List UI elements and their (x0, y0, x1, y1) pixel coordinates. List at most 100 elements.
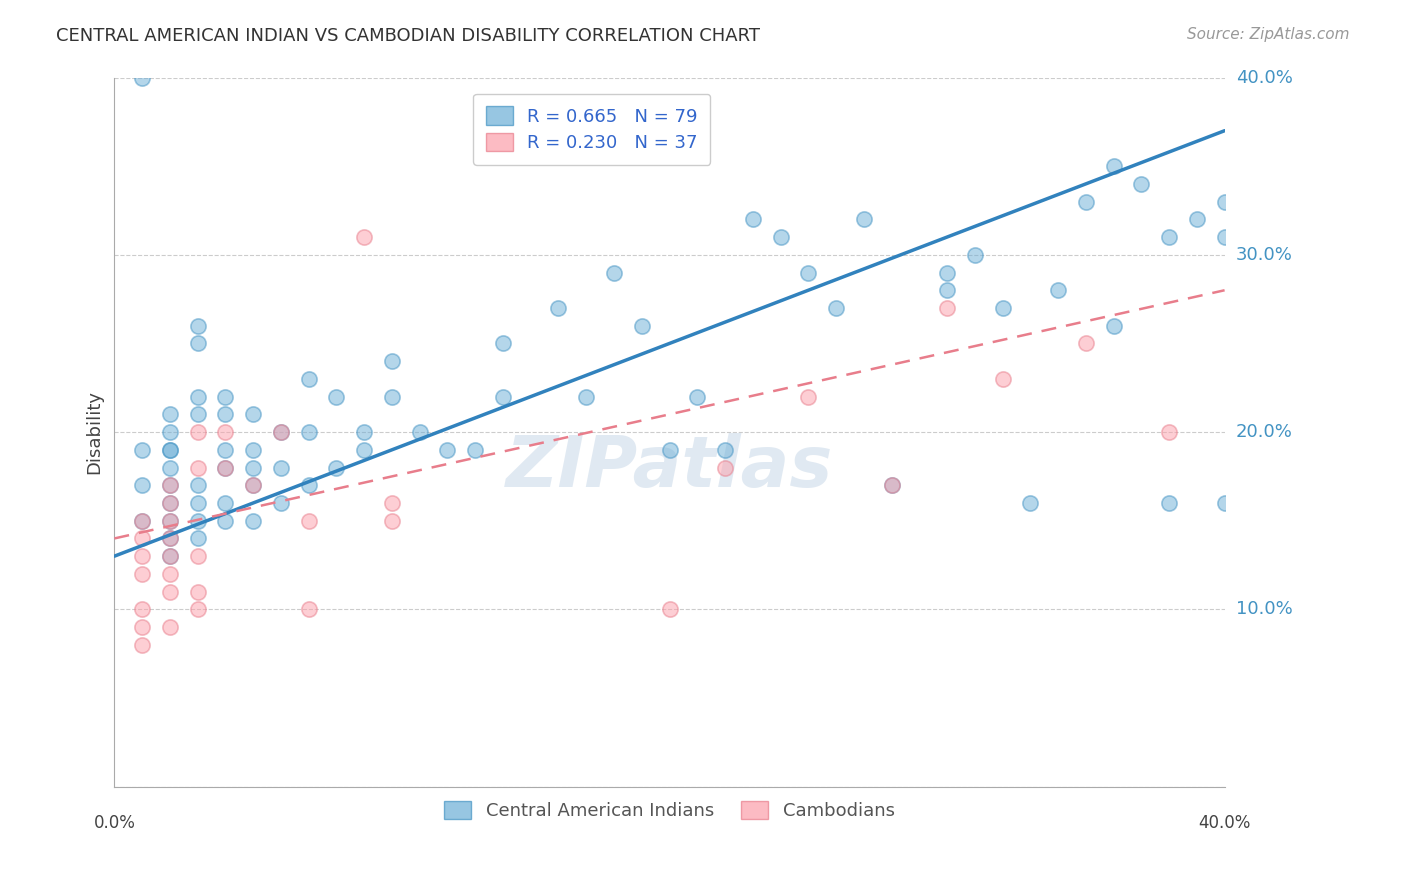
Point (270, 460, 292, 475)
Point (131, 566, 153, 581)
Point (492, 336, 515, 351)
Text: 30.0%: 30.0% (1236, 246, 1292, 264)
Point (214, 496, 236, 510)
Point (131, 70, 153, 85)
Point (214, 408, 236, 422)
Point (797, 390, 820, 404)
Point (658, 442, 681, 457)
Point (714, 460, 737, 475)
Point (131, 602, 153, 616)
Point (159, 442, 181, 457)
Point (381, 354, 404, 368)
Point (769, 230, 792, 244)
Point (131, 442, 153, 457)
Text: 0.0%: 0.0% (93, 814, 135, 832)
Text: 40.0%: 40.0% (1236, 69, 1292, 87)
Point (242, 478, 264, 492)
Point (242, 478, 264, 492)
Point (214, 390, 236, 404)
Point (298, 478, 321, 492)
Point (741, 212, 763, 227)
Point (270, 425, 292, 439)
Point (298, 514, 321, 528)
Point (131, 549, 153, 564)
Point (159, 532, 181, 546)
Point (159, 584, 181, 599)
Point (298, 425, 321, 439)
Point (187, 460, 209, 475)
Point (1157, 230, 1180, 244)
Point (880, 478, 903, 492)
Point (131, 478, 153, 492)
Point (242, 442, 264, 457)
Text: Source: ZipAtlas.com: Source: ZipAtlas.com (1187, 27, 1350, 42)
Point (187, 390, 209, 404)
Point (298, 602, 321, 616)
Point (353, 425, 375, 439)
Point (159, 478, 181, 492)
Point (298, 372, 321, 386)
Point (131, 638, 153, 652)
Point (187, 408, 209, 422)
Point (1213, 230, 1236, 244)
Point (242, 408, 264, 422)
Point (991, 301, 1014, 315)
Point (464, 442, 486, 457)
Point (187, 425, 209, 439)
Point (1102, 159, 1125, 173)
Point (159, 425, 181, 439)
Point (270, 425, 292, 439)
Y-axis label: Disability: Disability (86, 390, 103, 474)
Point (214, 425, 236, 439)
Point (603, 266, 626, 280)
Point (1213, 194, 1236, 209)
Point (492, 390, 515, 404)
Point (242, 460, 264, 475)
Point (159, 496, 181, 510)
Point (1157, 496, 1180, 510)
Point (159, 496, 181, 510)
Point (214, 514, 236, 528)
Point (187, 318, 209, 333)
Point (1157, 425, 1180, 439)
Point (159, 514, 181, 528)
Point (1047, 283, 1070, 297)
Point (1213, 496, 1236, 510)
Point (936, 283, 959, 297)
Point (159, 408, 181, 422)
Point (159, 549, 181, 564)
Point (686, 390, 709, 404)
Point (852, 212, 875, 227)
Point (353, 230, 375, 244)
Point (381, 514, 404, 528)
Point (214, 460, 236, 475)
Point (880, 478, 903, 492)
Text: CENTRAL AMERICAN INDIAN VS CAMBODIAN DISABILITY CORRELATION CHART: CENTRAL AMERICAN INDIAN VS CAMBODIAN DIS… (56, 27, 761, 45)
Point (159, 620, 181, 634)
Point (159, 514, 181, 528)
Point (1102, 318, 1125, 333)
Point (187, 602, 209, 616)
Text: ZIPatlas: ZIPatlas (506, 433, 834, 502)
Text: 40.0%: 40.0% (1198, 814, 1251, 832)
Point (131, 620, 153, 634)
Point (1019, 496, 1042, 510)
Point (187, 514, 209, 528)
Point (187, 336, 209, 351)
Point (159, 442, 181, 457)
Point (325, 460, 347, 475)
Point (436, 442, 458, 457)
Point (131, 514, 153, 528)
Point (1074, 194, 1097, 209)
Point (658, 602, 681, 616)
Point (1074, 336, 1097, 351)
Point (1185, 212, 1208, 227)
Point (1130, 177, 1153, 191)
Point (159, 549, 181, 564)
Point (159, 460, 181, 475)
Point (242, 514, 264, 528)
Point (131, 514, 153, 528)
Point (714, 442, 737, 457)
Text: 10.0%: 10.0% (1236, 600, 1292, 618)
Point (159, 566, 181, 581)
